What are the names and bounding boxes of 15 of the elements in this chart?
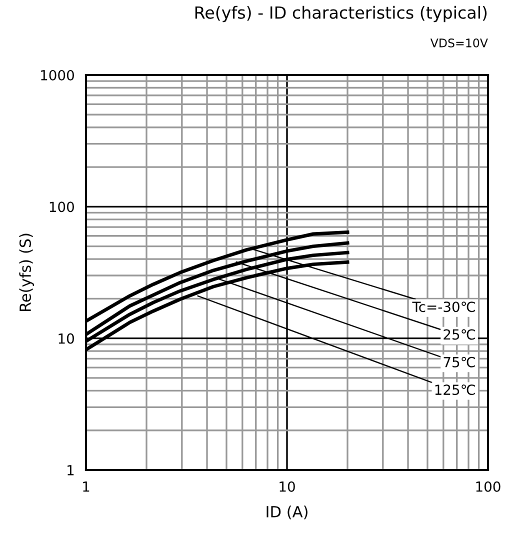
x-tick-label: 1	[83, 482, 90, 492]
chart-subtitle: VDS=10V	[430, 38, 488, 48]
y-axis-title: Re(yfs) (S)	[19, 234, 34, 312]
annotation: 125℃	[435, 384, 475, 396]
annotation: Tc=-30℃	[412, 302, 475, 312]
x-axis-title: ID (A)	[266, 506, 308, 520]
annotation: 75℃	[444, 356, 475, 368]
y-tick-label: 1000	[41, 70, 74, 80]
annotation: 25℃	[444, 329, 475, 340]
y-tick-label: 10	[58, 333, 74, 344]
x-tick-label: 10	[280, 481, 295, 492]
x-tick-label: 100	[476, 481, 500, 492]
y-tick-label: 1	[68, 465, 74, 476]
chart-title: Re(yfs) - ID characteristics (typical)	[195, 6, 487, 22]
y-tick-label: 100	[50, 202, 74, 212]
